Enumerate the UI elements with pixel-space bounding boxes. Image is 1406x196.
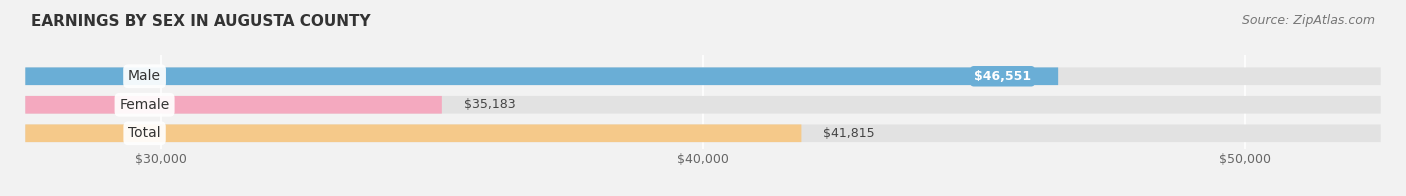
FancyBboxPatch shape (25, 124, 801, 142)
FancyBboxPatch shape (25, 67, 1381, 85)
Text: Female: Female (120, 98, 170, 112)
Text: Male: Male (128, 69, 162, 83)
Text: Source: ZipAtlas.com: Source: ZipAtlas.com (1241, 14, 1375, 27)
FancyBboxPatch shape (25, 96, 1381, 114)
Text: $46,551: $46,551 (974, 70, 1031, 83)
FancyBboxPatch shape (25, 96, 441, 114)
Text: $35,183: $35,183 (464, 98, 515, 111)
Text: EARNINGS BY SEX IN AUGUSTA COUNTY: EARNINGS BY SEX IN AUGUSTA COUNTY (31, 14, 371, 29)
Text: $41,815: $41,815 (823, 127, 875, 140)
FancyBboxPatch shape (25, 124, 1381, 142)
FancyBboxPatch shape (25, 67, 1059, 85)
Text: Total: Total (128, 126, 160, 140)
